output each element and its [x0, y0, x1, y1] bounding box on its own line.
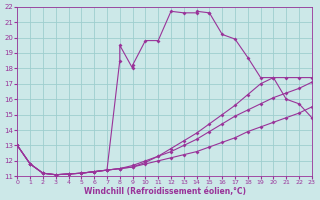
X-axis label: Windchill (Refroidissement éolien,°C): Windchill (Refroidissement éolien,°C) [84, 187, 245, 196]
